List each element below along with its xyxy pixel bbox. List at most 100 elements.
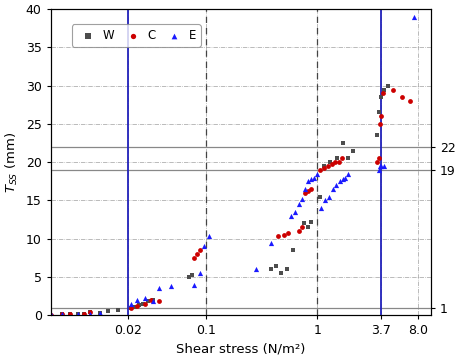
E	[58, 312, 65, 318]
C	[274, 234, 281, 239]
C	[304, 188, 312, 194]
W	[320, 163, 327, 169]
E	[200, 243, 207, 249]
C	[295, 228, 302, 234]
E	[335, 179, 342, 184]
E	[313, 171, 320, 176]
Y-axis label: $T_{SS}$ (mm): $T_{SS}$ (mm)	[4, 131, 20, 193]
C	[190, 255, 197, 261]
E	[167, 283, 174, 289]
X-axis label: Shear stress (N/m²): Shear stress (N/m²)	[176, 343, 305, 356]
E	[409, 14, 417, 20]
E	[317, 205, 324, 211]
E	[196, 270, 203, 276]
E	[377, 163, 384, 169]
C	[337, 156, 345, 161]
E	[86, 311, 93, 316]
E	[304, 179, 312, 184]
E	[298, 196, 305, 202]
W	[344, 156, 352, 161]
W	[58, 312, 65, 318]
E	[343, 171, 351, 176]
C	[147, 297, 155, 303]
W	[267, 266, 274, 272]
E	[127, 301, 134, 307]
W	[379, 87, 386, 93]
C	[193, 251, 201, 257]
W	[282, 266, 290, 272]
C	[283, 230, 291, 235]
W	[127, 306, 134, 311]
C	[80, 311, 88, 316]
E	[307, 176, 314, 182]
C	[58, 312, 65, 318]
W	[383, 83, 391, 89]
W	[86, 309, 93, 315]
W	[277, 270, 284, 276]
Legend: W, C, E: W, C, E	[72, 24, 200, 47]
E	[96, 310, 103, 316]
C	[405, 98, 413, 104]
C	[320, 166, 327, 171]
W	[339, 140, 346, 146]
W	[372, 132, 380, 138]
C	[67, 312, 74, 318]
E	[338, 176, 346, 182]
C	[133, 303, 140, 309]
W	[131, 304, 139, 310]
W	[374, 109, 381, 115]
E	[301, 186, 308, 192]
W	[185, 274, 192, 280]
C	[379, 90, 386, 96]
C	[334, 159, 341, 165]
C	[307, 186, 314, 192]
E	[379, 163, 386, 169]
C	[127, 305, 134, 310]
W	[114, 307, 121, 313]
C	[328, 161, 335, 167]
E	[133, 297, 140, 303]
C	[280, 232, 287, 238]
C	[298, 224, 305, 230]
E	[267, 240, 274, 246]
E	[291, 209, 298, 215]
C	[324, 163, 331, 169]
C	[375, 121, 383, 127]
E	[287, 213, 294, 219]
C	[389, 87, 396, 93]
W	[74, 312, 81, 318]
W	[307, 219, 314, 225]
C	[141, 301, 148, 307]
C	[374, 156, 381, 161]
W	[315, 194, 323, 199]
C	[373, 159, 380, 165]
E	[47, 312, 54, 318]
W	[326, 159, 333, 165]
W	[303, 224, 311, 230]
W	[377, 94, 384, 100]
E	[329, 186, 336, 192]
W	[135, 302, 143, 308]
C	[315, 167, 323, 173]
C	[86, 309, 93, 315]
W	[80, 311, 88, 316]
E	[149, 298, 156, 304]
W	[139, 301, 146, 307]
E	[332, 182, 339, 188]
E	[252, 266, 259, 272]
C	[156, 298, 163, 304]
W	[144, 298, 151, 304]
W	[188, 273, 196, 278]
W	[288, 247, 296, 253]
E	[204, 234, 212, 239]
E	[374, 167, 381, 173]
W	[333, 156, 340, 161]
E	[141, 296, 148, 301]
E	[325, 194, 332, 199]
C	[331, 159, 338, 165]
E	[190, 282, 197, 288]
C	[301, 190, 308, 196]
E	[375, 163, 383, 169]
W	[67, 312, 74, 318]
W	[271, 263, 279, 269]
